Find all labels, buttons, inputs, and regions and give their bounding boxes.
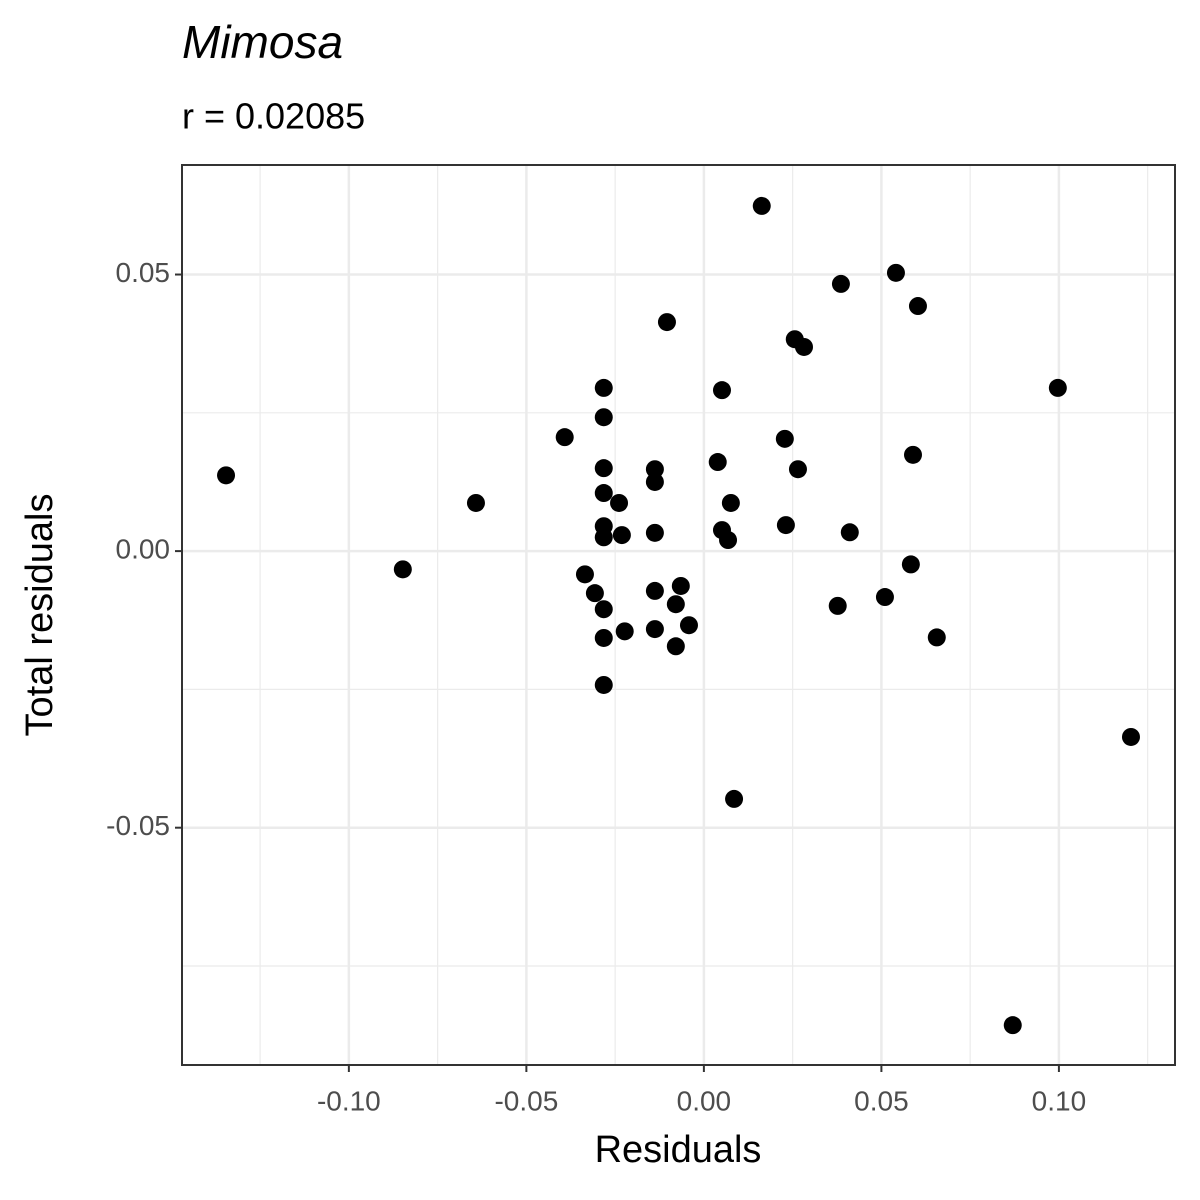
point [585, 584, 604, 603]
point [712, 381, 731, 400]
panel-border [181, 164, 1176, 1066]
point [645, 472, 664, 491]
point [721, 493, 740, 512]
point [594, 484, 613, 503]
point [886, 263, 905, 282]
point [555, 428, 574, 447]
point [775, 429, 794, 448]
point [1048, 378, 1067, 397]
point [708, 453, 727, 472]
x-tick-label: 0.05 [854, 1085, 909, 1116]
point [393, 560, 412, 579]
point [795, 337, 814, 356]
x-axis-label: Residuals [595, 1129, 762, 1171]
point [645, 523, 664, 542]
y-tick-label: -0.05 [106, 810, 170, 841]
point [927, 628, 946, 647]
point [719, 531, 738, 550]
point [612, 526, 631, 545]
x-tick-label: -0.10 [317, 1085, 381, 1116]
point [788, 460, 807, 479]
point [594, 628, 613, 647]
point [594, 675, 613, 694]
x-tick-label: -0.05 [494, 1085, 558, 1116]
point [725, 789, 744, 808]
point [1003, 1016, 1022, 1035]
point [610, 493, 629, 512]
point [645, 460, 664, 479]
point [828, 596, 847, 615]
point [903, 445, 922, 464]
y-axis-label: Total residuals [19, 494, 61, 737]
chart-title: Mimosa [182, 16, 343, 68]
point [645, 620, 664, 639]
point [575, 565, 594, 584]
point [645, 581, 664, 600]
y-tick-label: 0.00 [116, 534, 171, 565]
point [875, 588, 894, 607]
point [666, 637, 685, 656]
point [831, 274, 850, 293]
point [657, 313, 676, 332]
point [671, 576, 690, 595]
point [776, 516, 795, 535]
point [594, 459, 613, 478]
point [752, 196, 771, 215]
chart-subtitle: r = 0.02085 [182, 96, 365, 137]
x-tick-label: 0.10 [1032, 1085, 1087, 1116]
point [594, 378, 613, 397]
point [1121, 727, 1140, 746]
point [901, 555, 920, 574]
point [666, 595, 685, 614]
point [594, 408, 613, 427]
y-tick-label: 0.05 [116, 257, 171, 288]
point [908, 297, 927, 316]
point [679, 616, 698, 635]
point [594, 528, 613, 547]
point [217, 466, 236, 485]
x-tick-label: 0.00 [677, 1085, 732, 1116]
point [466, 493, 485, 512]
point [840, 523, 859, 542]
point [594, 600, 613, 619]
point [615, 622, 634, 641]
